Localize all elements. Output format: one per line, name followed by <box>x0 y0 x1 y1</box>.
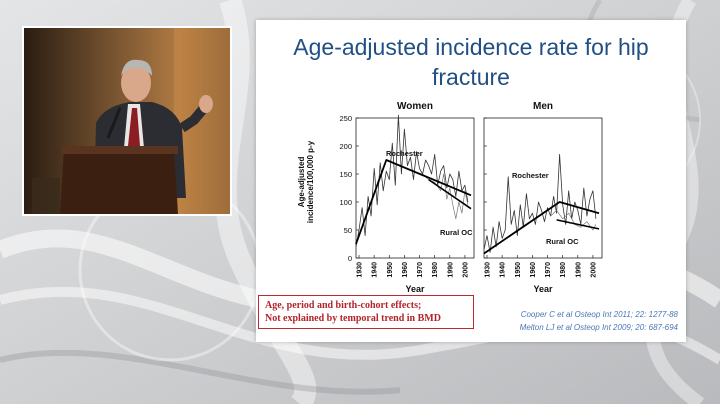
women-x-tick-label: 2000 <box>462 262 469 278</box>
speaker-image <box>24 28 230 214</box>
men-x-tick-label: 1930 <box>485 262 492 278</box>
note-box: Age, period and birth-cohort effects; No… <box>258 295 474 329</box>
women-panel-title: Women <box>397 101 433 112</box>
note-line2: Not explained by temporal trend in BMD <box>265 313 441 324</box>
speaker-video[interactable] <box>22 26 232 216</box>
y-axis-label: Age-adjusted incidence/100,000 p-y <box>297 140 315 223</box>
men-x-tick-label: 1990 <box>575 262 582 278</box>
women-series-line-3 <box>355 159 472 245</box>
men-annotation-rochester: Rochester <box>512 171 549 180</box>
women-series-line-2 <box>422 173 469 220</box>
women-plot-frame <box>355 117 475 259</box>
women-annotation-rochester: Rochester <box>386 149 423 158</box>
men-x-tick-label: 1970 <box>545 262 552 278</box>
women-series-line-1 <box>355 114 469 247</box>
slide-title-line1: Age-adjusted incidence rate for hip <box>293 34 649 60</box>
men-plot-frame <box>483 117 603 259</box>
y-tick-label: 100 <box>339 198 352 207</box>
women-x-axis-label: Year <box>405 284 425 294</box>
y-tick-label: 0 <box>348 254 352 263</box>
presentation-slide: Age-adjusted incidence rate for hip frac… <box>256 20 686 342</box>
men-x-tick-label: 2000 <box>590 262 597 278</box>
references: Cooper C et al Osteop Int 2011; 22: 1277… <box>520 308 678 334</box>
men-x-tick-label: 1960 <box>530 262 537 278</box>
slide-title: Age-adjusted incidence rate for hip frac… <box>256 32 686 92</box>
women-x-tick-label: 1990 <box>447 262 454 278</box>
men-series-line-1 <box>483 154 597 253</box>
reference-2: Melton LJ et al Osteop Int 2009; 20: 687… <box>519 323 678 332</box>
men-x-tick-label: 1940 <box>500 262 507 278</box>
men-panel-title: Men <box>533 101 553 112</box>
women-x-tick-label: 1950 <box>387 262 394 278</box>
y-axis-label-line2: incidence/100,000 p-y <box>306 140 315 223</box>
women-x-tick-label: 1960 <box>402 262 409 278</box>
y-tick-label: 200 <box>339 142 352 151</box>
reference-1: Cooper C et al Osteop Int 2011; 22: 1277… <box>520 310 678 319</box>
men-annotation-rural-oc: Rural OC <box>546 237 579 246</box>
women-annotation-rural-oc: Rural OC <box>440 228 473 237</box>
hip-fracture-chart: Age-adjusted incidence/100,000 p-y Women… <box>297 101 603 294</box>
men-x-tick-label: 1980 <box>560 262 567 278</box>
slide-title-line2: fracture <box>432 64 510 90</box>
y-axis-label-line1: Age-adjusted <box>297 157 306 208</box>
women-x-tick-label: 1940 <box>372 262 379 278</box>
women-series-line-4 <box>428 178 472 210</box>
y-tick-label: 150 <box>339 170 352 179</box>
men-series-line-3 <box>483 201 600 255</box>
women-x-tick-label: 1970 <box>417 262 424 278</box>
y-tick-label: 50 <box>344 226 352 235</box>
women-x-tick-label: 1980 <box>432 262 439 278</box>
note-line1: Age, period and birth-cohort effects; <box>265 300 422 311</box>
y-tick-label: 250 <box>339 114 352 123</box>
men-series-line-4 <box>556 219 600 230</box>
women-x-tick-label: 1930 <box>357 262 364 278</box>
men-x-tick-label: 1950 <box>515 262 522 278</box>
men-x-axis-label: Year <box>533 284 553 294</box>
